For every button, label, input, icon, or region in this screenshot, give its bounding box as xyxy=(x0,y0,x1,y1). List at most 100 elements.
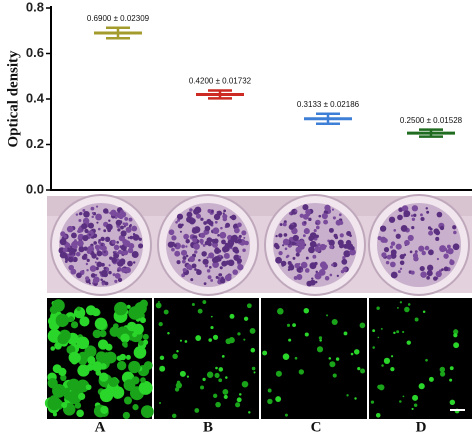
cell xyxy=(159,355,165,361)
value-label: 0.3133 ± 0.02186 xyxy=(297,100,360,109)
stain xyxy=(82,234,89,242)
stain xyxy=(81,254,87,260)
stain xyxy=(125,226,132,233)
stain xyxy=(333,233,338,238)
stain xyxy=(124,216,129,221)
stain xyxy=(426,270,433,277)
stain xyxy=(404,239,410,246)
cell xyxy=(212,334,219,340)
stain xyxy=(183,233,189,240)
cell xyxy=(172,353,178,360)
cell xyxy=(377,384,382,390)
cell xyxy=(140,405,154,419)
stain xyxy=(206,269,211,273)
stain xyxy=(101,249,109,257)
stain xyxy=(108,219,111,222)
stain xyxy=(194,250,198,254)
cell xyxy=(425,358,428,362)
cell xyxy=(370,400,375,404)
stain xyxy=(92,277,99,284)
stain xyxy=(120,211,127,218)
cell xyxy=(78,392,86,400)
stain xyxy=(133,261,136,264)
cell xyxy=(246,303,252,309)
stain xyxy=(210,223,213,227)
stain xyxy=(206,237,213,244)
stain xyxy=(389,261,396,268)
stain xyxy=(85,262,89,266)
stain xyxy=(117,269,120,272)
stain xyxy=(328,239,335,246)
stain xyxy=(290,263,293,266)
stain xyxy=(129,235,134,240)
cell xyxy=(117,388,123,394)
stain xyxy=(306,280,313,287)
cell xyxy=(253,371,256,374)
cell xyxy=(248,411,251,414)
stain xyxy=(217,233,220,237)
cell xyxy=(236,397,242,403)
cell xyxy=(87,356,96,365)
stain xyxy=(114,250,117,254)
cell xyxy=(126,304,131,309)
stain xyxy=(339,233,344,238)
cell xyxy=(79,316,90,327)
stain xyxy=(453,230,457,235)
stain xyxy=(86,269,89,272)
cell xyxy=(194,408,200,413)
stain xyxy=(282,244,285,247)
cell xyxy=(167,332,170,335)
cell xyxy=(449,399,456,406)
stain xyxy=(189,208,193,212)
stain xyxy=(86,249,92,255)
cell xyxy=(85,305,97,316)
stain xyxy=(426,275,430,280)
cell xyxy=(354,397,357,400)
stain xyxy=(308,217,312,222)
stain xyxy=(201,251,207,257)
stain xyxy=(413,256,419,262)
stain xyxy=(303,221,307,224)
stain xyxy=(203,221,207,225)
cell xyxy=(428,376,434,382)
cell xyxy=(125,354,131,360)
value-label: 0.4200 ± 0.01732 xyxy=(189,77,252,86)
cell xyxy=(294,356,298,360)
stain xyxy=(101,245,107,252)
cell xyxy=(399,400,402,403)
stain xyxy=(182,267,187,273)
stain xyxy=(237,222,242,228)
stain xyxy=(418,245,425,252)
stain xyxy=(390,249,397,256)
stain xyxy=(202,258,209,265)
cell xyxy=(101,396,107,402)
stain xyxy=(204,225,211,232)
cell xyxy=(195,335,202,341)
stain xyxy=(186,211,193,218)
stain xyxy=(219,266,223,270)
stain xyxy=(439,225,445,231)
y-axis-label: Optical density xyxy=(5,50,21,148)
cell xyxy=(275,370,282,377)
stain xyxy=(207,209,212,213)
cell xyxy=(131,376,140,385)
cell xyxy=(124,372,130,378)
stain xyxy=(186,216,193,223)
stain xyxy=(315,234,319,239)
cell xyxy=(243,316,249,321)
stain xyxy=(315,270,318,274)
cell xyxy=(112,323,119,329)
stain xyxy=(436,257,440,261)
stain xyxy=(132,233,136,236)
stain xyxy=(195,213,201,219)
stain xyxy=(168,229,175,236)
stain xyxy=(231,234,238,241)
stain xyxy=(119,258,126,265)
well-plate-photo xyxy=(47,194,472,296)
cell xyxy=(70,321,79,329)
stain xyxy=(113,244,120,251)
cell xyxy=(85,384,92,391)
stain xyxy=(279,223,283,226)
stain xyxy=(389,245,393,249)
cell xyxy=(397,307,399,309)
